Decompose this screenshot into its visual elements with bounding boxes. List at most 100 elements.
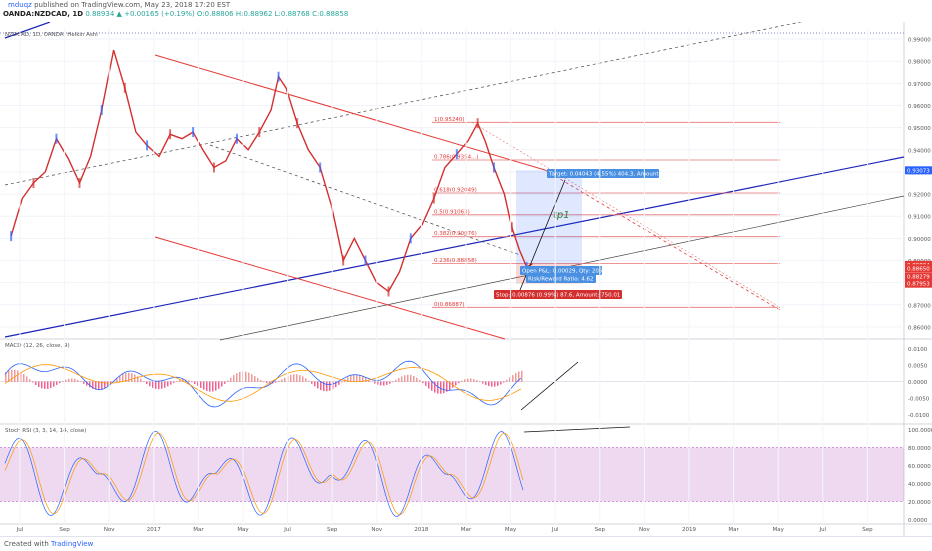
macd-histogram-bar (383, 381, 385, 386)
macd-arrow (520, 361, 579, 411)
fib-level-label: 0.236(0.88858) (434, 258, 477, 264)
macd-histogram-bar (260, 380, 262, 382)
macd-histogram-bar (296, 374, 298, 382)
macd-histogram-bar (194, 381, 196, 384)
macd-histogram-bar (74, 378, 76, 382)
macd-histogram-bar (140, 378, 142, 382)
macd-histogram-bar (518, 371, 520, 382)
price-tick-label: 0.97000 (908, 82, 931, 88)
macd-histogram-bar (170, 381, 172, 385)
chart-area[interactable]: 0.99000 0.98000 0.97000 0.96000 0.95000 0.940… (0, 22, 932, 536)
price-candle (235, 133, 238, 144)
macd-histogram-bar (374, 381, 376, 384)
price-candle (169, 129, 172, 140)
macd-histogram-bar (482, 381, 484, 384)
time-tick-label: Jul (818, 527, 826, 533)
macd-histogram-bar (221, 381, 223, 387)
target-label-box (547, 169, 659, 178)
macd-histogram-bar (509, 377, 511, 382)
time-tick-label: Mar (461, 527, 472, 533)
macd-tick-label: 0.0050 (908, 363, 928, 369)
footer-brand: Created with TradingView (4, 540, 93, 548)
macd-histogram-bar (389, 381, 391, 384)
macd-histogram-bar (89, 381, 91, 388)
price-marker-box (905, 166, 932, 175)
macd-histogram-bar (305, 378, 307, 382)
macd-histogram-bar (494, 381, 496, 387)
time-tick-label: Jul (283, 527, 291, 533)
macd-histogram-bar (461, 380, 463, 382)
macd-histogram-bar (92, 381, 94, 389)
macd-histogram-bar (293, 374, 295, 382)
macd-histogram-bar (59, 381, 61, 384)
macd-histogram-bar (152, 381, 154, 388)
macd-histogram-bar (107, 381, 109, 386)
stoch-tick-label: 0.0000 (908, 518, 928, 524)
macd-tick-label: 0.0000 (908, 380, 928, 386)
price-marker-label: 0.88279 (907, 274, 930, 280)
time-tick-label: Nov (639, 527, 650, 533)
price-candle (258, 127, 261, 138)
price-tick-label: 0.96000 (908, 104, 931, 110)
macd-histogram-bar (239, 371, 241, 382)
macd-histogram-bar (314, 381, 316, 387)
macd-histogram-bar (14, 369, 16, 382)
publisher-name[interactable]: mduqz (8, 1, 32, 9)
macd-histogram-bar (125, 372, 127, 382)
macd-histogram-bar (53, 381, 55, 387)
macd-histogram-bar (437, 381, 439, 394)
price-pane (0, 28, 904, 338)
macd-histogram-bar (458, 381, 460, 384)
price-candle (409, 233, 412, 244)
macd-histogram-bar (80, 381, 82, 382)
ohlc-line: OANDA:NZDCAD, 1D 0.88934 ▲ +0.00165 (+0.… (3, 10, 348, 18)
macd-histogram-bar (476, 380, 478, 382)
macd-histogram-bar (101, 381, 103, 390)
price-marker-label: 0.93073 (907, 168, 930, 174)
macd-histogram-bar (77, 379, 79, 382)
macd-histogram-bar (521, 370, 523, 382)
risk-reward-label-box (526, 274, 596, 283)
macd-histogram-bar (218, 381, 220, 389)
price-candle (123, 82, 126, 93)
price-tick-label: 0.87000 (908, 303, 931, 309)
price-tick-label: 0.94000 (908, 148, 931, 154)
macd-histogram-bar (116, 377, 118, 382)
macd-histogram-bar (161, 381, 163, 389)
macd-histogram-bar (143, 381, 145, 382)
macd-histogram-bar (29, 379, 31, 382)
macd-histogram-bar (188, 380, 190, 382)
price-candle (492, 162, 495, 173)
macd-histogram-bar (275, 381, 277, 383)
macd-histogram-bar (497, 381, 499, 386)
macd-histogram-bar (179, 379, 181, 382)
macd-histogram-bar (278, 380, 280, 382)
stoch-arrow (523, 426, 631, 433)
mid-trend-line (209, 144, 521, 256)
macd-histogram-bar (155, 381, 157, 389)
macd-histogram-bar (500, 381, 502, 385)
macd-histogram-bar (227, 380, 229, 382)
price-marker-label: 0.87953 (907, 282, 930, 288)
red-channel-upper (154, 54, 546, 171)
macd-histogram-bar (167, 381, 169, 387)
macd-histogram-bar (491, 381, 493, 387)
macd-histogram-bar (206, 381, 208, 391)
price-marker-label: 0.88650 (907, 266, 930, 272)
price-tick-label: 0.98000 (908, 60, 931, 66)
macd-histogram-bar (215, 381, 217, 391)
tradingview-logo[interactable]: TradingView (51, 540, 94, 548)
macd-histogram-bar (323, 381, 325, 392)
macd-histogram-bar (38, 381, 40, 388)
price-tick-label: 0.95000 (908, 126, 931, 132)
price-candle (100, 104, 103, 115)
macd-histogram-bar (380, 381, 382, 386)
macd-histogram-bar (233, 375, 235, 382)
macd-histogram-bar (71, 378, 73, 382)
macd-histogram-bar (248, 372, 250, 382)
macd-histogram-bar (368, 379, 370, 382)
macd-histogram-bar (20, 371, 22, 382)
macd-histogram-bar (416, 377, 418, 382)
time-tick-label: May (237, 527, 249, 533)
macd-histogram-bar (350, 375, 352, 382)
